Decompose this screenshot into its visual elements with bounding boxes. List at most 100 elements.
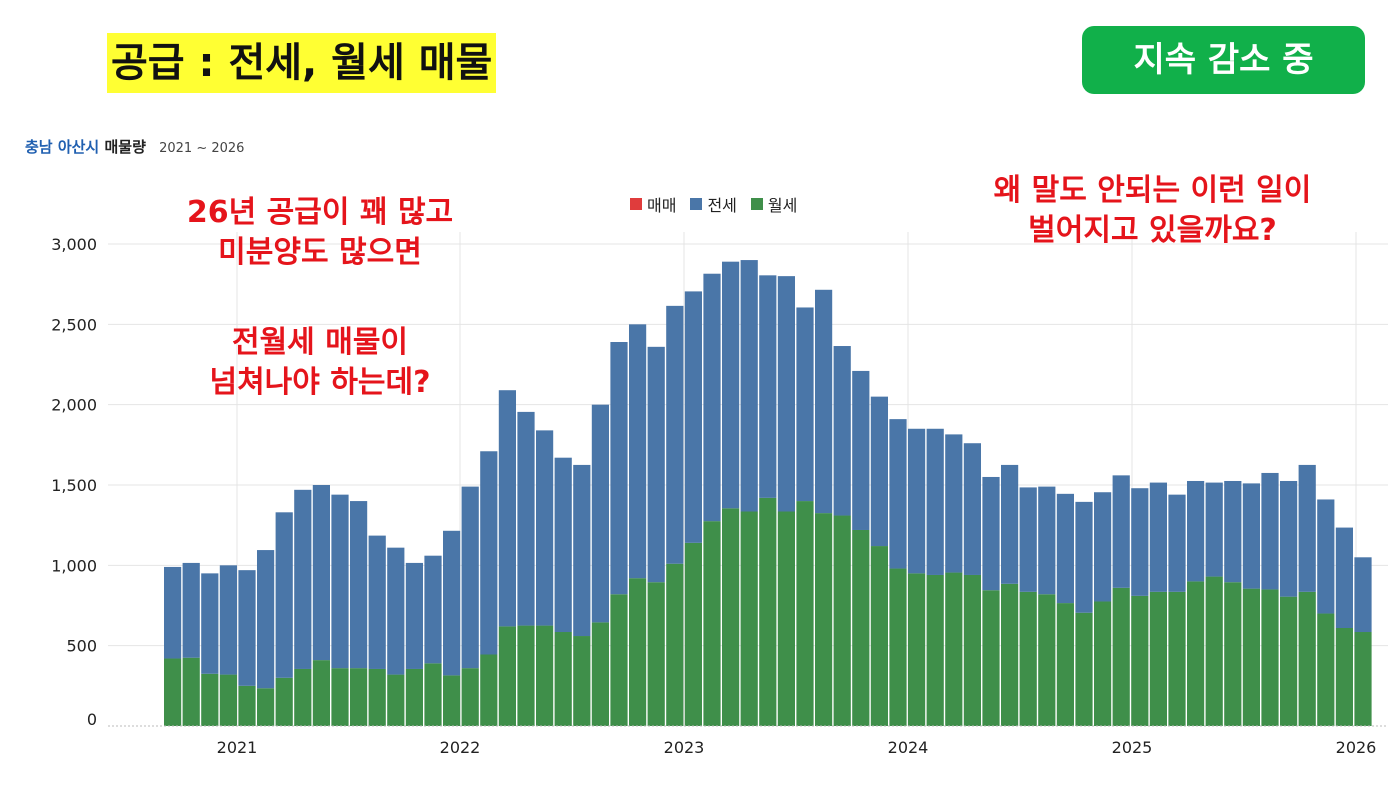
bar-wolse — [1149, 591, 1167, 726]
bar-jeonse — [945, 434, 963, 573]
bar-jeonse — [647, 346, 665, 583]
bar-jeonse — [331, 494, 349, 669]
bar-wolse — [945, 572, 963, 726]
bar-jeonse — [1354, 557, 1372, 633]
bar-jeonse — [1075, 501, 1093, 613]
bar-wolse — [257, 688, 275, 726]
bar-jeonse — [1038, 486, 1056, 595]
bar-jeonse — [1317, 499, 1335, 614]
x-tick-label: 2026 — [1336, 738, 1377, 757]
annotation-question: 왜 말도 안되는 이런 일이 벌어지고 있을까요? — [955, 171, 1350, 251]
bar-jeonse — [777, 276, 795, 512]
bar-wolse — [1354, 632, 1372, 726]
bar-wolse — [591, 622, 609, 726]
bar-jeonse — [684, 291, 702, 543]
bar-wolse — [684, 542, 702, 726]
y-tick-label: 3,000 — [51, 235, 97, 254]
bar-wolse — [312, 660, 330, 726]
annotation-supply-line2: 미분양도 많으면 — [218, 235, 422, 270]
bar-wolse — [1317, 613, 1335, 726]
bar-wolse — [1205, 576, 1223, 726]
bar-wolse — [1056, 603, 1074, 726]
bar-wolse — [1298, 591, 1316, 726]
bar-jeonse — [1261, 472, 1279, 590]
bar-wolse — [777, 511, 795, 726]
bar-jeonse — [257, 550, 275, 689]
bar-wolse — [759, 497, 777, 726]
bar-jeonse — [275, 512, 293, 678]
bar-jeonse — [759, 275, 777, 498]
bar-jeonse — [833, 346, 851, 516]
legend-label-sale: 매매 — [647, 196, 677, 215]
legend-swatch-wolse — [750, 198, 763, 210]
bar-wolse — [908, 573, 926, 726]
bar-jeonse — [908, 428, 926, 574]
bar-jeonse — [294, 489, 312, 669]
legend-item-wolse: 월세 — [750, 192, 797, 216]
bar-jeonse — [740, 260, 758, 512]
bar-wolse — [219, 674, 237, 726]
bar-wolse — [480, 654, 498, 726]
bar-wolse — [424, 663, 442, 726]
chart-subtitle: 충남 아산시 매물량 2021 ~ 2026 — [25, 136, 244, 157]
bar-wolse — [982, 590, 1000, 726]
x-tick-label: 2023 — [664, 738, 705, 757]
bar-wolse — [1019, 591, 1037, 726]
bar-jeonse — [424, 555, 442, 664]
bar-jeonse — [703, 273, 721, 522]
bar-wolse — [201, 673, 219, 726]
bar-jeonse — [963, 443, 981, 575]
bar-jeonse — [461, 486, 479, 669]
bar-jeonse — [666, 305, 684, 564]
chart-legend: 매매 전세 월세 — [630, 192, 797, 216]
bar-wolse — [1001, 583, 1019, 726]
bar-wolse — [703, 521, 721, 726]
bar-jeonse — [591, 404, 609, 623]
bar-wolse — [350, 668, 368, 726]
trend-badge: 지속 감소 중 — [1082, 26, 1365, 94]
bar-jeonse — [889, 419, 907, 569]
bar-jeonse — [368, 535, 386, 669]
bar-wolse — [182, 657, 200, 726]
bar-wolse — [666, 563, 684, 726]
subtitle-measure: 매물량 — [104, 138, 146, 156]
bar-wolse — [331, 668, 349, 726]
bar-jeonse — [219, 565, 237, 675]
legend-label-jeonse: 전세 — [707, 196, 737, 215]
bar-wolse — [536, 625, 554, 726]
bar-jeonse — [1168, 494, 1186, 592]
bar-jeonse — [1205, 482, 1223, 577]
bar-wolse — [554, 632, 572, 726]
bar-wolse — [1168, 591, 1186, 726]
bar-wolse — [517, 625, 535, 726]
annotation-supply: 26년 공급이 꽤 많고 미분양도 많으면 — [170, 193, 470, 273]
bar-wolse — [1038, 594, 1056, 726]
bar-wolse — [238, 685, 256, 726]
y-tick-label: 500 — [66, 637, 97, 656]
bar-jeonse — [1131, 488, 1149, 596]
bar-wolse — [833, 515, 851, 726]
bar-wolse — [1075, 612, 1093, 726]
bar-wolse — [1242, 588, 1260, 726]
bar-jeonse — [629, 324, 647, 579]
bar-wolse — [1131, 595, 1149, 726]
bar-wolse — [852, 529, 870, 726]
bar-jeonse — [1094, 492, 1112, 602]
bar-wolse — [629, 578, 647, 726]
bar-jeonse — [201, 573, 219, 674]
bar-wolse — [443, 675, 461, 726]
bar-wolse — [461, 668, 479, 726]
bar-wolse — [405, 668, 423, 726]
bar-jeonse — [852, 370, 870, 530]
bar-jeonse — [870, 396, 888, 547]
annotation-listings: 전월세 매물이 넘쳐나야 하는데? — [170, 323, 470, 403]
bar-wolse — [610, 594, 628, 726]
x-tick-label: 2024 — [888, 738, 929, 757]
bar-jeonse — [1019, 487, 1037, 592]
bar-jeonse — [796, 307, 814, 502]
bar-jeonse — [1187, 480, 1205, 582]
bar-jeonse — [815, 289, 833, 514]
bar-wolse — [275, 677, 293, 726]
y-tick-label: 1,000 — [51, 556, 97, 575]
bar-jeonse — [350, 501, 368, 669]
